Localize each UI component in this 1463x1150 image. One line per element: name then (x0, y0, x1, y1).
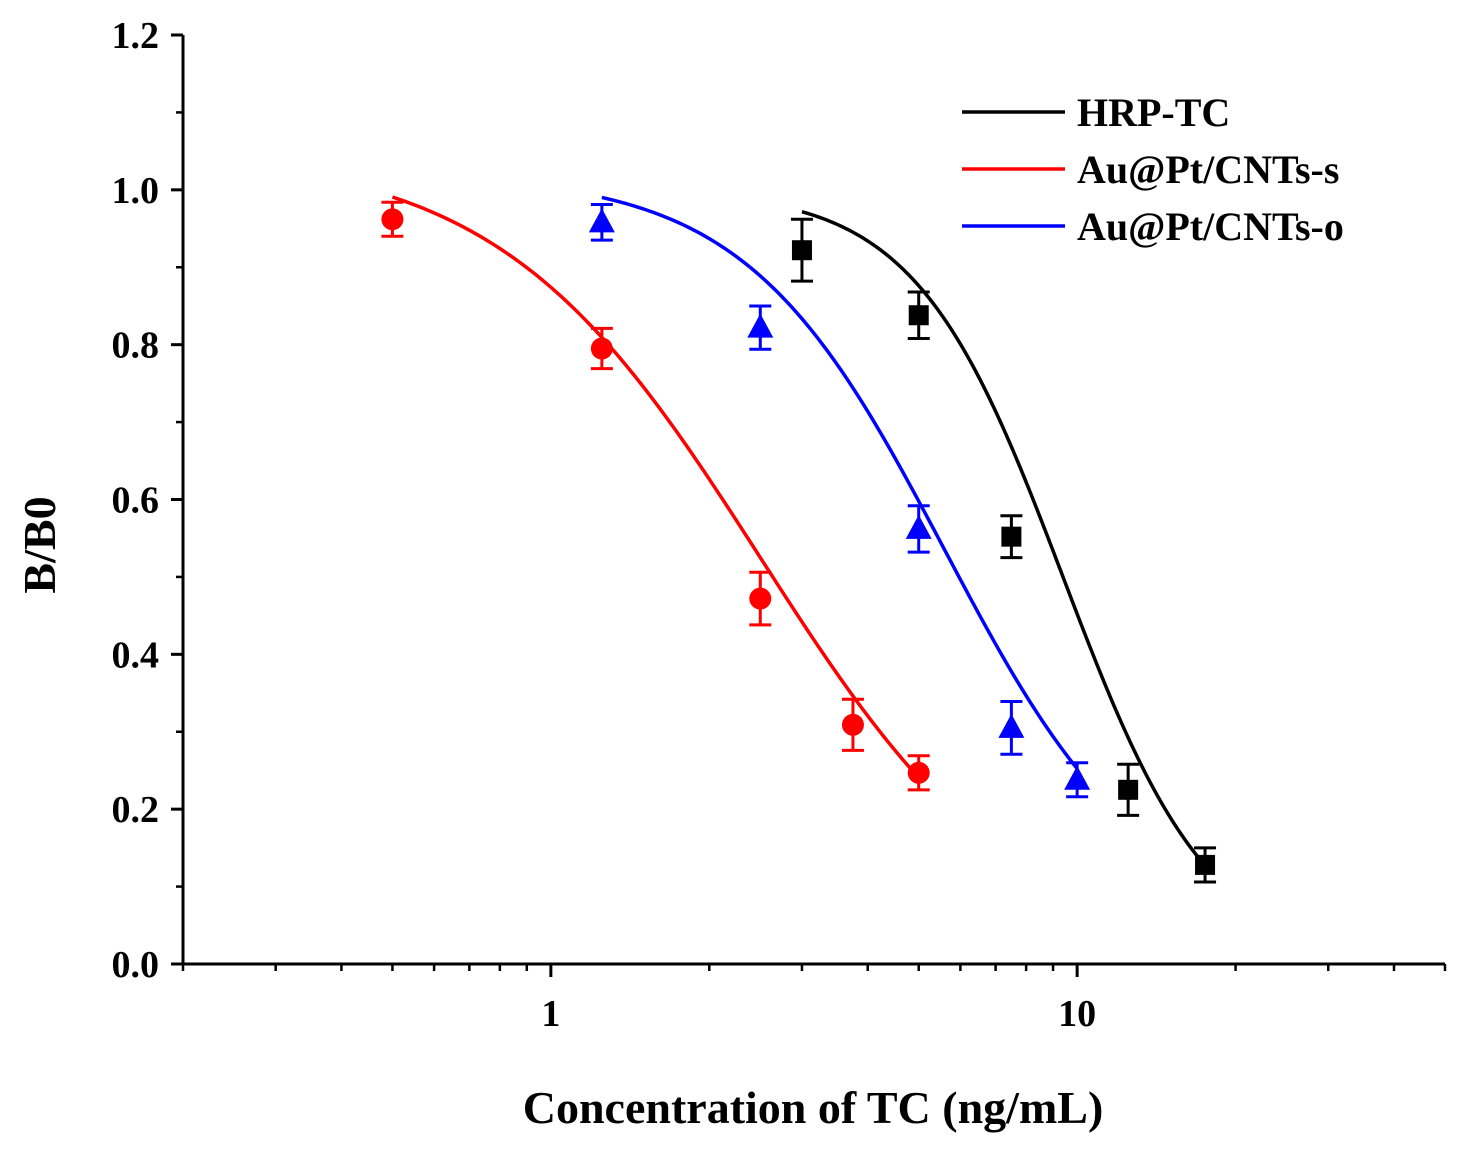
fit-curve (801, 209, 1207, 867)
data-markers (381, 208, 1216, 875)
x-tick-label: 1 (541, 993, 560, 1035)
data-point (1001, 526, 1022, 547)
data-point (1195, 854, 1216, 875)
data-point (747, 313, 774, 338)
data-point (1064, 765, 1091, 790)
fit-curve (601, 195, 1079, 770)
data-point (791, 240, 812, 261)
fit-curve (391, 195, 921, 779)
data-point (1118, 779, 1139, 800)
x-tick-label: 10 (1058, 993, 1096, 1035)
y-tick-label: 0.6 (112, 480, 160, 522)
data-point (590, 337, 613, 360)
data-point (905, 514, 932, 539)
legend-label: HRP-TC (1077, 90, 1230, 135)
data-point (588, 208, 615, 233)
legend-label: Au@Pt/CNTs-s (1077, 147, 1339, 192)
y-tick-label: 0.2 (112, 789, 160, 831)
legend-label: Au@Pt/CNTs-o (1077, 204, 1344, 249)
error-bars (381, 200, 1217, 884)
data-point (841, 713, 864, 736)
y-tick-label: 1.0 (112, 170, 160, 212)
y-axis-ticks: 0.0 0.2 0.4 0.6 0.8 1.0 1.2 (112, 15, 183, 986)
y-tick-label: 1.2 (112, 15, 160, 57)
x-axis-ticks: 1 10 (181, 964, 1447, 1035)
data-point (381, 208, 404, 231)
data-point (908, 305, 929, 326)
x-axis-label: Concentration of TC (ng/mL) (523, 1082, 1104, 1133)
data-point (998, 713, 1025, 738)
y-tick-label: 0.4 (112, 634, 160, 676)
y-tick-label: 0.0 (112, 944, 160, 986)
data-point (907, 761, 930, 784)
y-axis-label: B/B0 (14, 496, 65, 593)
data-point (749, 587, 772, 610)
fit-curves (391, 195, 1207, 867)
y-tick-label: 0.8 (112, 325, 160, 367)
legend: HRP-TC Au@Pt/CNTs-s Au@Pt/CNTs-o (962, 90, 1344, 249)
